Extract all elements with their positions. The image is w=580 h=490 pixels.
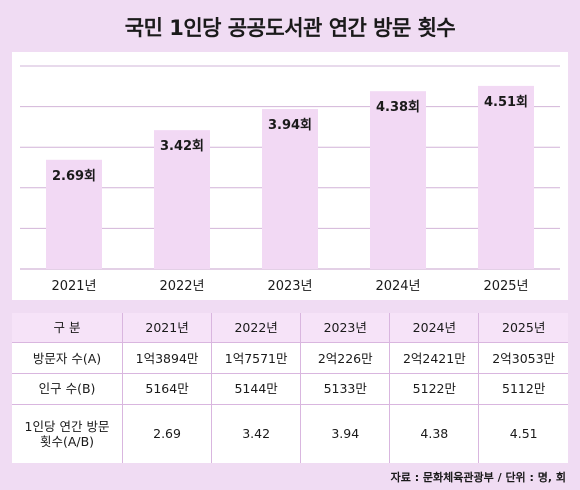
data-label: 2.69회	[52, 168, 96, 184]
table-cell: 2.69	[122, 404, 213, 463]
bar	[154, 130, 210, 269]
data-label: 4.51회	[484, 94, 528, 110]
bar	[262, 109, 318, 269]
bar	[46, 159, 102, 269]
table-cell: 5164만	[122, 373, 213, 405]
header-cell-year: 2024년	[389, 313, 480, 344]
bar	[478, 85, 534, 269]
table-cell: 4.51	[509, 426, 538, 442]
table-cell: 3.42	[211, 404, 302, 463]
table-cell: 2억3053만	[478, 342, 568, 375]
header-cell-year: 2023년	[300, 313, 391, 344]
bar-chart: 2.69회 2021년 3.42회 2022년 3.94회 2023년 4.38회 2024년…	[12, 52, 568, 300]
table-cell: 2억226만	[300, 342, 391, 375]
x-tick-label: 2025년	[483, 279, 528, 294]
header-cell-year: 2021년	[122, 313, 213, 344]
table-cell: 5144만	[211, 373, 302, 405]
header-cell-year: 2022년	[211, 313, 302, 344]
x-tick-label: 2024년	[375, 279, 420, 294]
source-note: 자료 : 문화체육관광부 / 단위 : 명, 회	[390, 471, 566, 484]
row-label-line: 횟수(A/B)	[39, 433, 95, 449]
table-header-row: 구 분 2021년 2022년 2023년 2024년 2025년	[12, 313, 568, 344]
x-tick-label: 2021년	[51, 279, 96, 294]
header-cell-category: 구 분	[12, 313, 123, 344]
table-cell: 5112만	[478, 373, 568, 405]
row-label-line: 1인당 연간 방문	[24, 418, 110, 434]
table-cell: 5133만	[300, 373, 391, 405]
table-cell: 2억2421만	[389, 342, 480, 375]
page-title: 국민 1인당 공공도서관 연간 방문 횟수	[124, 16, 456, 40]
data-table: 구 분 2021년 2022년 2023년 2024년 2025년 방문자 수(…	[12, 313, 568, 463]
bar	[370, 91, 426, 269]
table-cell: 5122만	[389, 373, 480, 405]
table-row-population: 인구 수(B) 5164만 5144만 5133만 5122만 5112만	[12, 373, 568, 405]
table-row-visitors: 방문자 수(A) 1억3894만 1억7571만 2억226만 2억2421만 …	[12, 342, 568, 375]
x-tick-label: 2022년	[159, 279, 204, 294]
chart-svg: 2.69회 2021년 3.42회 2022년 3.94회 2023년 4.38회 2024년…	[20, 65, 560, 294]
table-cell: 1억7571만	[211, 342, 302, 375]
data-label: 3.42회	[160, 138, 204, 154]
table-cell: 4.38	[389, 404, 480, 463]
table-cell: 1억3894만	[122, 342, 213, 375]
table-row-visits-per-capita: 1인당 연간 방문 횟수(A/B) 2.69 3.42 3.94 4.38 4.…	[12, 404, 568, 463]
data-label: 3.94회	[268, 117, 312, 133]
row-label-population: 인구 수(B)	[12, 373, 123, 405]
row-label-visits-per-capita: 1인당 연간 방문 횟수(A/B)	[12, 404, 123, 463]
x-tick-label: 2023년	[267, 279, 312, 294]
header-cell-year: 2025년	[478, 313, 568, 344]
data-label: 4.38회	[376, 99, 420, 115]
table-cell: 3.94	[300, 404, 391, 463]
row-label-visitors: 방문자 수(A)	[12, 342, 123, 375]
